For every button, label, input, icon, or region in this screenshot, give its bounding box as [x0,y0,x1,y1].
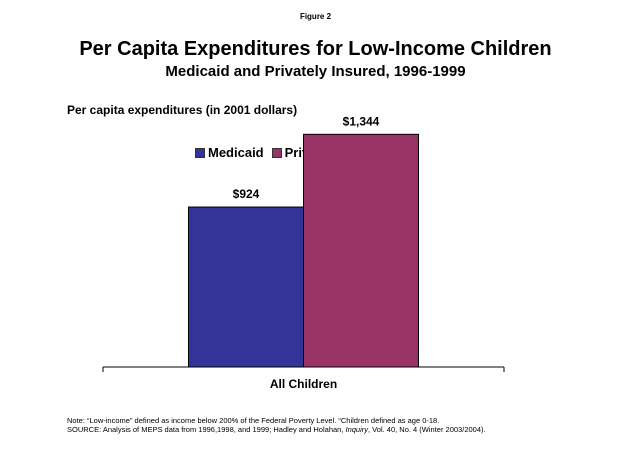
source-text: SOURCE: Analysis of MEPS data from 1996,… [67,424,567,435]
y-axis-label: Per capita expenditures (in 2001 dollars… [67,103,298,117]
legend-swatch-medicaid [195,147,205,158]
note-text: Note: “Low-income” defined as income bel… [67,416,440,425]
footnotes: Note: “Low-income” defined as income bel… [67,416,567,435]
bar-medicaid [188,206,304,368]
legend-item-medicaid: Medicaid [195,145,264,160]
data-label-medicaid: $924 [233,187,260,201]
chart-title: Per Capita Expenditures for Low-Income C… [79,38,552,60]
source-journal: Inquiry [345,424,369,434]
x-tick-label-all-children: All Children [270,377,337,391]
legend-label-medicaid: Medicaid [208,145,264,160]
source-prefix: SOURCE: Analysis of MEPS data from 1996,… [67,424,346,434]
data-label-privately-insured: $1,344 [343,114,380,128]
bar-privately-insured [303,133,419,368]
chart-subtitle: Medicaid and Privately Insured, 1996-199… [165,63,466,80]
source-suffix: , Vol. 40, No. 4 (Winter 2003/2004). [368,424,486,434]
legend-swatch-privately-insured [271,147,282,158]
figure-label: Figure 2 [299,12,332,21]
